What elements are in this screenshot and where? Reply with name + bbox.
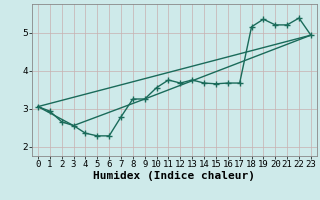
X-axis label: Humidex (Indice chaleur): Humidex (Indice chaleur): [93, 171, 255, 181]
